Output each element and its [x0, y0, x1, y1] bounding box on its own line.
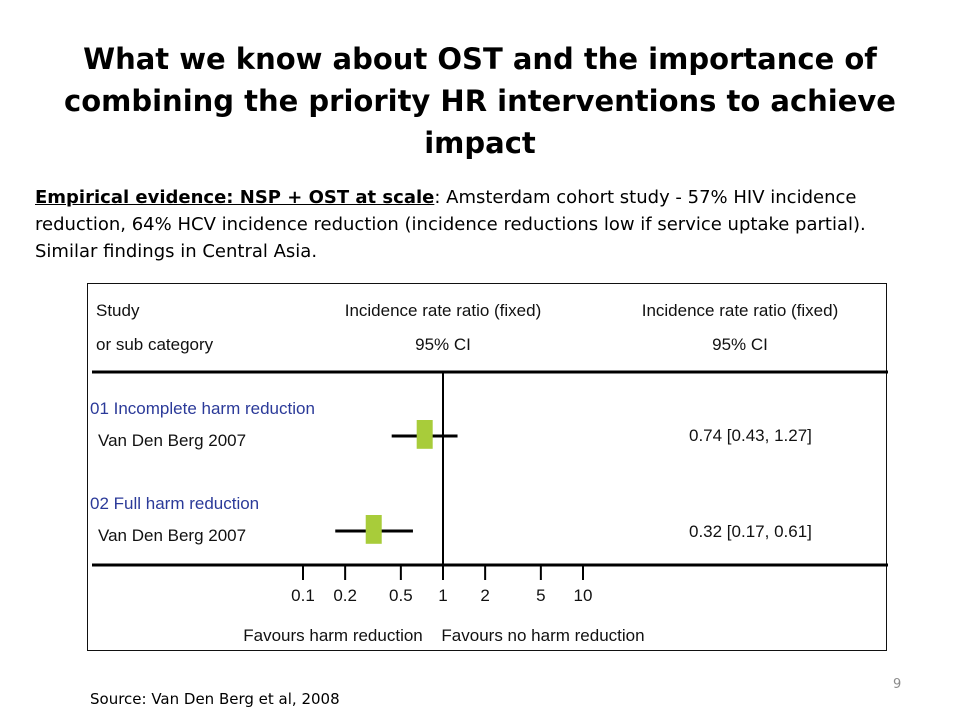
group-label: 02 Full harm reduction — [90, 494, 259, 513]
header-subcategory: or sub category — [96, 335, 214, 354]
evidence-paragraph: Empirical evidence: NSP + OST at scale: … — [35, 184, 915, 265]
ci-text: 0.32 [0.17, 0.61] — [689, 522, 812, 541]
study-label: Van Den Berg 2007 — [98, 431, 246, 450]
title-line-1: What we know about OST and the importanc… — [83, 42, 877, 76]
slide-title: What we know about OST and the importanc… — [20, 38, 940, 164]
x-tick-label: 0.2 — [333, 586, 357, 605]
page-number: 9 — [893, 677, 902, 692]
evidence-lead: Empirical evidence: NSP + OST at scale — [35, 187, 435, 208]
x-tick-label: 0.1 — [291, 586, 315, 605]
source-citation: Source: Van Den Berg et al, 2008 — [90, 690, 340, 708]
ci-text: 0.74 [0.43, 1.27] — [689, 426, 812, 445]
x-tick-label: 1 — [438, 586, 447, 605]
point-estimate-marker — [416, 420, 433, 449]
header-ratio: Incidence rate ratio (fixed) — [345, 301, 542, 320]
header-study: Study — [96, 301, 140, 320]
point-estimate-marker — [365, 515, 382, 544]
title-line-2: combining the priority HR interventions … — [64, 84, 896, 160]
header-ci: 95% CI — [415, 335, 471, 354]
header-ci-col: 95% CI — [712, 335, 768, 354]
favours-right-label: Favours no harm reduction — [441, 626, 644, 645]
forest-plot: Study or sub category Incidence rate rat… — [87, 283, 888, 651]
x-tick-label: 0.5 — [389, 586, 413, 605]
evidence-body: : Amsterdam cohort study - 57% HIV incid… — [35, 187, 866, 262]
study-label: Van Den Berg 2007 — [98, 526, 246, 545]
x-tick-label: 5 — [536, 586, 545, 605]
forest-plot-svg: Study or sub category Incidence rate rat… — [90, 301, 888, 645]
group-label: 01 Incomplete harm reduction — [90, 399, 315, 418]
x-tick-label: 2 — [480, 586, 489, 605]
header-ratio-col: Incidence rate ratio (fixed) — [642, 301, 839, 320]
x-tick-label: 10 — [574, 586, 593, 605]
favours-left-label: Favours harm reduction — [243, 626, 423, 645]
